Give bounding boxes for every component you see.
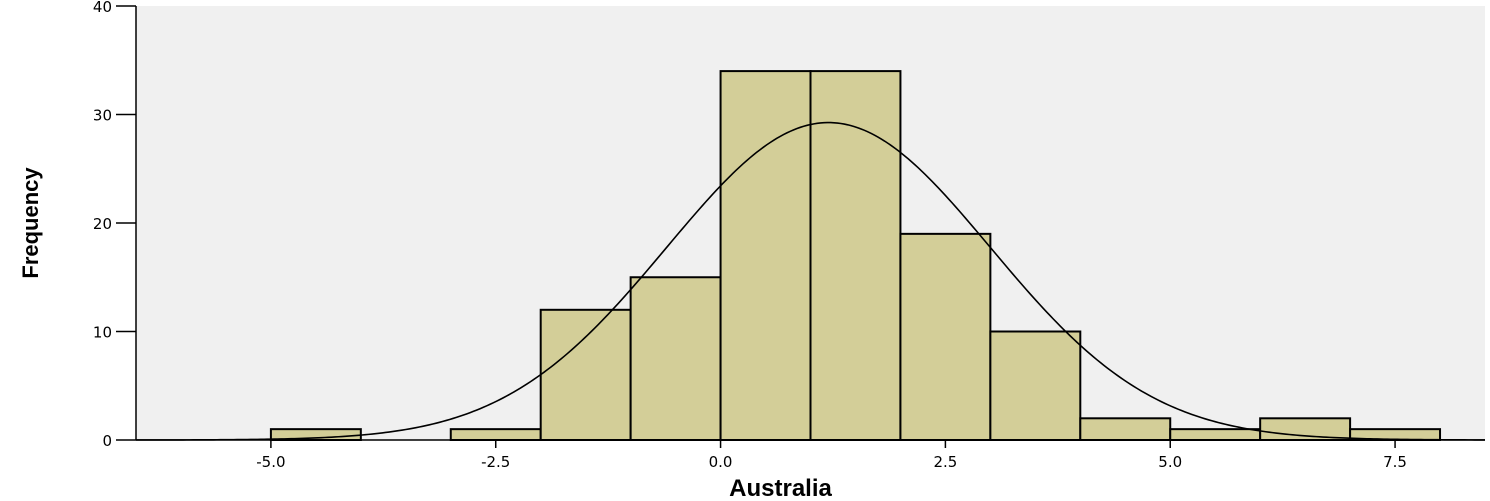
histogram-bar [989, 330, 1082, 441]
x-tick-label: -5.0 [256, 453, 285, 471]
x-tick-label: -2.5 [481, 453, 510, 471]
histogram-bar [539, 308, 632, 441]
y-tick-label: 10 [93, 324, 112, 342]
histogram-bar [1259, 417, 1352, 441]
y-axis-title: Frequency [18, 167, 43, 279]
histogram-bar [1169, 428, 1262, 441]
y-ticks-group: 0 10 20 30 40 [93, 0, 136, 450]
x-tick-label: 7.5 [1383, 453, 1407, 471]
histogram-bar [899, 232, 992, 441]
x-axis-title: Australia [729, 475, 832, 501]
y-tick-label: 0 [102, 432, 112, 450]
bars-group [269, 70, 1442, 441]
histogram-bar [1079, 417, 1172, 441]
x-tick-label: 2.5 [933, 453, 957, 471]
histogram-bar [629, 276, 722, 441]
x-ticks-group: -5.0 -2.5 0.0 2.5 5.0 7.5 [256, 440, 1407, 471]
x-tick-label: 5.0 [1158, 453, 1182, 471]
histogram-bar [449, 428, 542, 441]
x-tick-label: 0.0 [709, 453, 733, 471]
histogram-bar [719, 70, 812, 441]
y-tick-label: 40 [93, 0, 112, 16]
y-tick-label: 20 [93, 215, 112, 233]
normal-curve [135, 121, 1485, 441]
y-tick-label: 30 [93, 107, 112, 125]
